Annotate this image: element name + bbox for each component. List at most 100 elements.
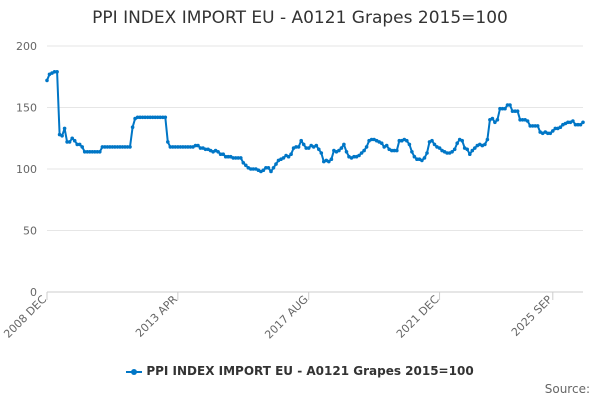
data-point[interactable]: [261, 168, 266, 172]
data-point[interactable]: [405, 138, 409, 143]
data-point[interactable]: [483, 142, 487, 147]
data-point[interactable]: [75, 142, 79, 147]
data-point[interactable]: [45, 78, 49, 83]
data-point[interactable]: [581, 120, 585, 125]
data-point[interactable]: [113, 145, 117, 149]
data-point[interactable]: [490, 116, 495, 121]
data-point[interactable]: [573, 122, 578, 127]
data-point[interactable]: [473, 146, 477, 150]
data-point[interactable]: [264, 166, 268, 170]
data-point[interactable]: [80, 145, 84, 149]
data-point[interactable]: [269, 169, 273, 174]
data-point[interactable]: [186, 145, 190, 149]
data-point[interactable]: [60, 134, 64, 138]
data-point[interactable]: [158, 115, 162, 120]
data-point[interactable]: [342, 142, 346, 147]
data-point[interactable]: [450, 150, 454, 154]
data-point[interactable]: [493, 120, 497, 125]
data-point[interactable]: [369, 137, 374, 142]
data-point[interactable]: [528, 124, 532, 128]
data-point[interactable]: [425, 151, 429, 155]
data-point[interactable]: [271, 166, 276, 170]
data-point[interactable]: [203, 147, 208, 152]
data-point[interactable]: [503, 106, 507, 111]
data-point[interactable]: [352, 154, 356, 159]
data-point[interactable]: [188, 145, 193, 149]
data-point[interactable]: [155, 115, 160, 120]
data-point[interactable]: [344, 150, 349, 154]
data-point[interactable]: [553, 126, 558, 131]
data-point[interactable]: [163, 115, 168, 120]
data-point[interactable]: [470, 148, 475, 153]
data-point[interactable]: [317, 147, 321, 152]
data-point[interactable]: [384, 143, 389, 148]
data-point[interactable]: [359, 151, 364, 155]
data-point[interactable]: [306, 146, 311, 150]
data-point[interactable]: [495, 118, 500, 122]
data-point[interactable]: [551, 129, 555, 133]
data-point[interactable]: [337, 148, 341, 153]
data-point[interactable]: [520, 118, 525, 122]
data-point[interactable]: [183, 145, 188, 149]
data-point[interactable]: [249, 167, 253, 171]
data-point[interactable]: [468, 152, 472, 156]
data-point[interactable]: [93, 150, 97, 154]
data-point[interactable]: [362, 148, 366, 153]
data-point[interactable]: [548, 131, 553, 136]
data-point[interactable]: [125, 145, 130, 149]
data-point[interactable]: [65, 140, 69, 144]
data-point[interactable]: [62, 126, 67, 131]
data-point[interactable]: [571, 119, 575, 123]
data-point[interactable]: [176, 145, 180, 149]
data-point[interactable]: [181, 145, 185, 149]
data-point[interactable]: [397, 138, 402, 143]
data-point[interactable]: [510, 109, 515, 113]
data-point[interactable]: [55, 70, 59, 74]
data-point[interactable]: [395, 148, 399, 153]
data-point[interactable]: [239, 156, 243, 160]
data-point[interactable]: [525, 119, 530, 123]
data-point[interactable]: [301, 142, 306, 147]
data-point[interactable]: [70, 136, 74, 141]
data-point[interactable]: [115, 145, 120, 149]
data-point[interactable]: [171, 145, 175, 149]
data-point[interactable]: [120, 145, 125, 149]
data-point[interactable]: [223, 154, 228, 159]
data-point[interactable]: [452, 147, 457, 152]
data-point[interactable]: [530, 124, 535, 128]
data-point[interactable]: [110, 145, 115, 149]
data-point[interactable]: [161, 115, 165, 120]
data-point[interactable]: [289, 152, 293, 156]
data-point[interactable]: [135, 115, 140, 120]
data-point[interactable]: [108, 145, 112, 149]
data-point[interactable]: [299, 138, 304, 143]
data-point[interactable]: [88, 150, 92, 154]
data-point[interactable]: [412, 154, 417, 159]
data-point[interactable]: [150, 115, 155, 120]
data-point[interactable]: [95, 150, 100, 154]
data-point[interactable]: [233, 156, 238, 160]
data-point[interactable]: [286, 154, 291, 159]
data-point[interactable]: [422, 156, 427, 160]
data-point[interactable]: [236, 156, 240, 160]
data-point[interactable]: [558, 125, 563, 129]
data-point[interactable]: [168, 145, 173, 149]
data-point[interactable]: [103, 145, 107, 149]
data-point[interactable]: [244, 163, 248, 168]
data-point[interactable]: [251, 167, 256, 171]
data-point[interactable]: [153, 115, 157, 120]
data-point[interactable]: [67, 140, 72, 144]
data-point[interactable]: [196, 143, 200, 148]
data-point[interactable]: [274, 162, 278, 166]
data-point[interactable]: [420, 158, 424, 163]
data-point[interactable]: [90, 150, 95, 154]
data-point[interactable]: [518, 118, 522, 122]
data-point[interactable]: [128, 145, 132, 149]
data-point[interactable]: [460, 138, 465, 143]
data-point[interactable]: [178, 145, 183, 149]
data-point[interactable]: [148, 115, 152, 120]
data-point[interactable]: [100, 145, 105, 149]
data-point[interactable]: [98, 150, 102, 154]
data-point[interactable]: [266, 166, 271, 170]
data-point[interactable]: [485, 137, 490, 142]
